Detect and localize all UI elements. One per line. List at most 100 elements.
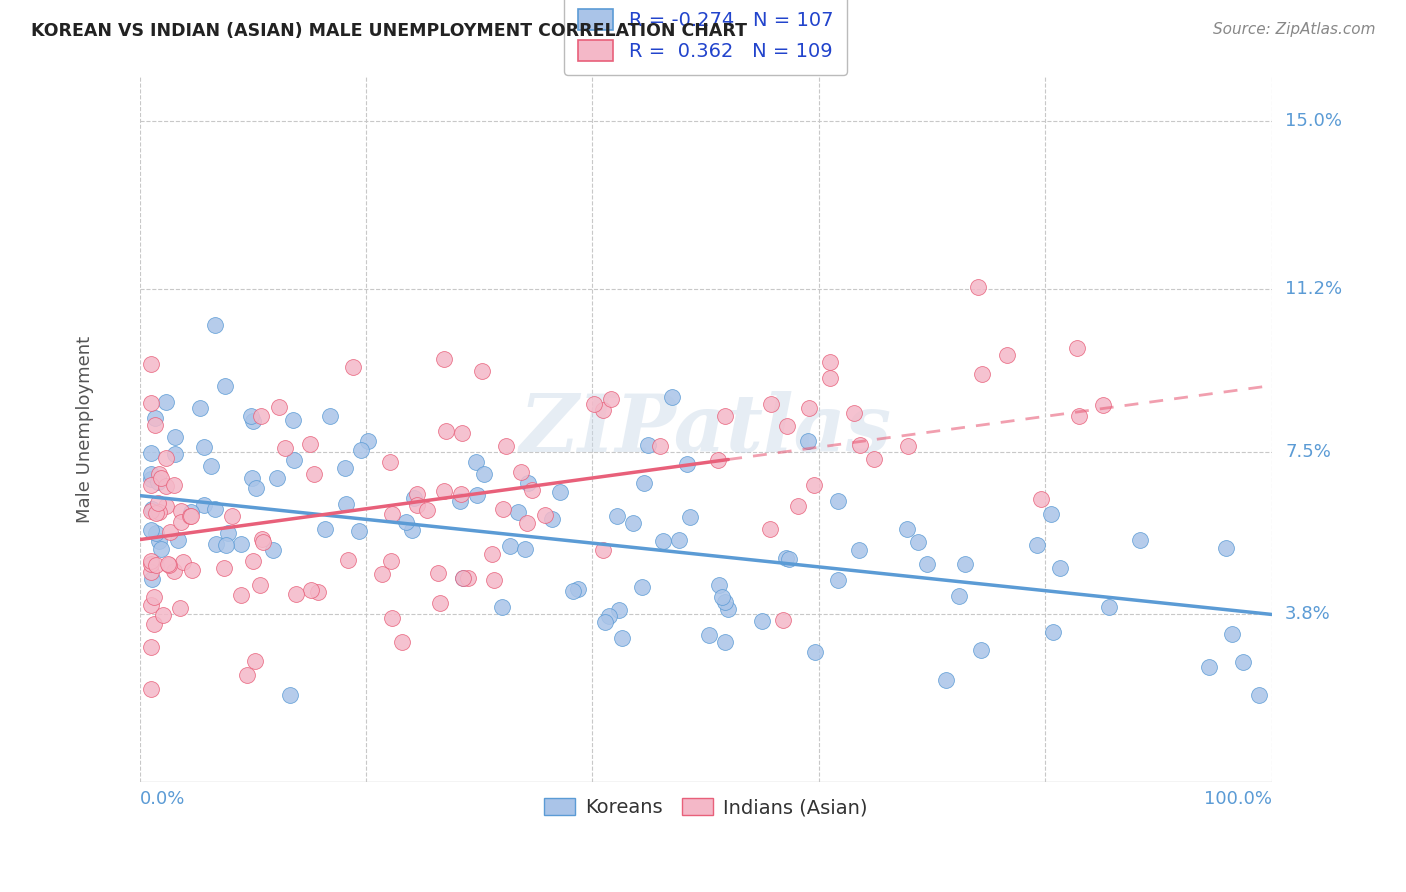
Point: [516, 516, 538, 530]
Point: [1026, 538, 1049, 552]
Point: [143, 591, 166, 605]
Point: [599, 392, 621, 406]
Text: 3.8%: 3.8%: [1285, 606, 1331, 624]
Point: [139, 357, 162, 371]
Point: [146, 495, 169, 509]
Point: [1249, 689, 1271, 703]
Point: [849, 438, 872, 452]
Point: [141, 572, 163, 586]
Text: 7.5%: 7.5%: [1285, 442, 1331, 460]
Point: [165, 447, 187, 461]
Point: [948, 589, 970, 603]
Point: [146, 475, 169, 490]
Point: [637, 438, 659, 452]
Point: [676, 457, 699, 471]
Point: [162, 478, 184, 492]
Point: [245, 481, 267, 495]
Point: [434, 424, 457, 438]
Point: [426, 566, 449, 581]
Point: [621, 516, 644, 530]
Point: [897, 439, 920, 453]
Point: [350, 442, 373, 457]
Point: [139, 523, 162, 537]
Text: 100.0%: 100.0%: [1204, 790, 1271, 808]
Point: [170, 515, 193, 529]
Point: [242, 414, 264, 428]
Point: [335, 461, 357, 475]
Point: [155, 395, 177, 409]
Point: [380, 554, 402, 568]
Point: [302, 467, 325, 481]
Point: [592, 543, 614, 558]
Point: [612, 631, 634, 645]
Point: [966, 280, 988, 294]
Point: [506, 505, 529, 519]
Point: [706, 452, 728, 467]
Point: [482, 573, 505, 587]
Point: [451, 571, 474, 585]
Point: [336, 553, 359, 567]
Point: [633, 475, 655, 490]
Point: [472, 467, 495, 481]
Point: [995, 348, 1018, 362]
Point: [582, 397, 605, 411]
Point: [142, 617, 165, 632]
Point: [758, 523, 780, 537]
Point: [252, 534, 274, 549]
Point: [370, 567, 392, 582]
Point: [433, 351, 456, 366]
Point: [491, 599, 513, 614]
Point: [169, 601, 191, 615]
Point: [157, 558, 180, 573]
Point: [139, 472, 162, 486]
Point: [827, 573, 849, 587]
Text: 0.0%: 0.0%: [139, 790, 186, 808]
Point: [179, 509, 201, 524]
Point: [804, 645, 827, 659]
Point: [240, 409, 263, 424]
Text: 15.0%: 15.0%: [1285, 112, 1343, 130]
Point: [1129, 533, 1152, 547]
Point: [148, 534, 170, 549]
Point: [907, 535, 929, 549]
Point: [229, 588, 252, 602]
Point: [668, 533, 690, 548]
Point: [651, 534, 673, 549]
Point: [217, 526, 239, 541]
Point: [818, 355, 841, 369]
Point: [1042, 625, 1064, 640]
Point: [1220, 627, 1243, 641]
Point: [1039, 507, 1062, 521]
Point: [433, 483, 456, 498]
Point: [229, 537, 252, 551]
Point: [915, 557, 938, 571]
Point: [380, 508, 402, 522]
Point: [481, 547, 503, 561]
Point: [281, 413, 304, 427]
Point: [896, 523, 918, 537]
Point: [495, 439, 517, 453]
Point: [139, 682, 162, 697]
Point: [540, 512, 562, 526]
Point: [262, 542, 284, 557]
Legend: Koreans, Indians (Asian): Koreans, Indians (Asian): [536, 790, 875, 825]
Point: [280, 688, 302, 702]
Point: [1232, 656, 1254, 670]
Point: [776, 418, 799, 433]
Point: [1198, 660, 1220, 674]
Point: [827, 494, 849, 508]
Point: [240, 471, 263, 485]
Point: [163, 429, 186, 443]
Text: Male Unemployment: Male Unemployment: [76, 336, 94, 523]
Point: [204, 318, 226, 332]
Point: [406, 487, 429, 501]
Point: [143, 417, 166, 432]
Point: [242, 554, 264, 568]
Point: [402, 491, 425, 505]
Point: [751, 614, 773, 628]
Point: [457, 571, 479, 585]
Point: [172, 555, 194, 569]
Point: [148, 505, 170, 519]
Point: [697, 628, 720, 642]
Point: [274, 441, 297, 455]
